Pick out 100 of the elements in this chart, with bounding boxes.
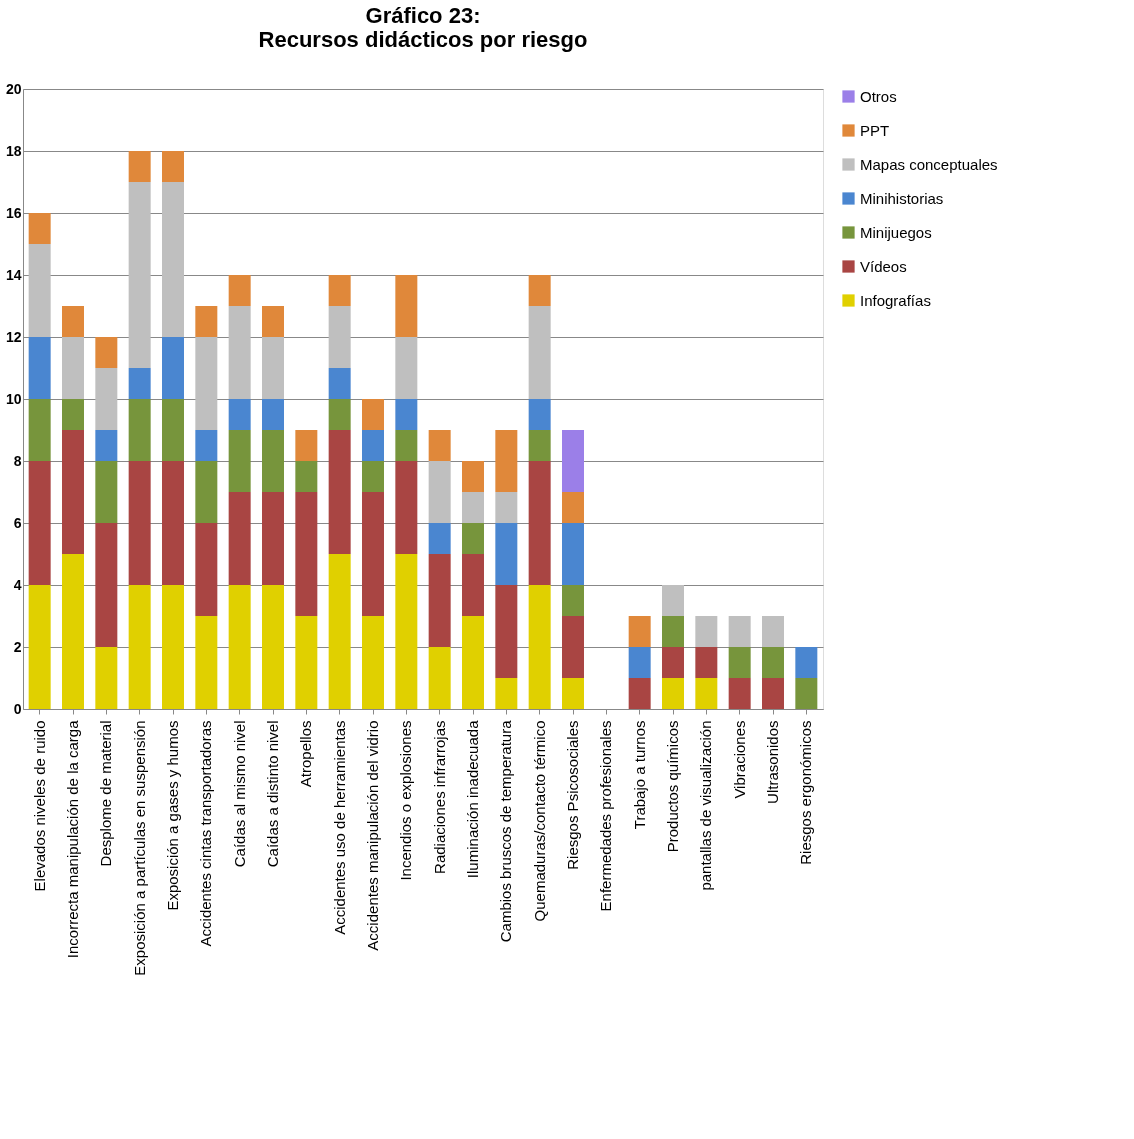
- bar: [128, 368, 151, 399]
- bar: [395, 430, 418, 461]
- bar: [762, 647, 784, 678]
- bar: [28, 337, 51, 399]
- bar: [195, 430, 218, 461]
- x-tick-label: Elevados niveles de ruido: [30, 720, 48, 892]
- bar: [562, 616, 584, 678]
- bar: [628, 616, 651, 647]
- x-tick-label: Desplome de material: [97, 720, 115, 867]
- x-tick-label: Enfermedades profesionales: [597, 720, 615, 912]
- legend-label: Vídeos: [860, 257, 907, 275]
- bar: [462, 616, 484, 709]
- bar: [162, 585, 184, 709]
- bar: [262, 430, 284, 492]
- bar: [462, 461, 484, 492]
- bar: [762, 678, 784, 709]
- bar: [528, 399, 551, 430]
- bar: [128, 461, 151, 585]
- bar: [428, 523, 451, 554]
- bar: [495, 678, 518, 709]
- y-tick-label: 0: [13, 700, 22, 717]
- bar: [795, 678, 818, 709]
- bar: [228, 492, 251, 585]
- bar: [228, 430, 251, 492]
- bar: [28, 461, 51, 585]
- bar: [695, 678, 718, 709]
- bar: [728, 616, 751, 647]
- bar: [428, 554, 451, 647]
- x-tick-label: Cambios bruscos de temperatura: [497, 719, 515, 943]
- x-tick-label: Exposición a gases y humos: [164, 720, 181, 911]
- bar: [395, 337, 418, 399]
- bar: [262, 492, 284, 585]
- bar: [728, 678, 751, 709]
- y-tick-label: 14: [5, 266, 22, 283]
- bar: [628, 678, 651, 709]
- y-tick-label: 10: [5, 390, 22, 407]
- x-tick-label: Riesgos ergonómicos: [797, 720, 815, 865]
- bar: [162, 337, 184, 399]
- bar: [328, 554, 351, 709]
- bar: [462, 523, 484, 554]
- bar: [362, 461, 384, 492]
- bar: [762, 616, 784, 647]
- bar: [362, 430, 384, 461]
- legend-label: Minihistorias: [860, 189, 944, 207]
- bar: [62, 554, 84, 709]
- bar: [162, 151, 184, 182]
- x-tick-label: Radiaciones infrarrojas: [430, 720, 448, 874]
- x-tick-label: pantallas de visualización: [697, 720, 715, 891]
- bar: [662, 616, 684, 647]
- bar: [195, 461, 218, 523]
- bar: [362, 492, 384, 616]
- x-tick-label: Ultrasonidos: [764, 720, 781, 804]
- bar: [528, 275, 551, 306]
- x-tick-label: Exposición a partículas en suspensión: [130, 720, 148, 976]
- bar: [162, 182, 184, 337]
- bar: [28, 585, 51, 709]
- bar: [495, 492, 518, 523]
- legend-label: PPT: [860, 121, 890, 139]
- bar: [628, 647, 651, 678]
- bar: [728, 647, 751, 678]
- bar: [695, 616, 718, 647]
- bar: [662, 678, 684, 709]
- x-tick-label: Quemaduras/contacto térmico: [530, 720, 548, 922]
- x-tick-label: Caídas a distinto nivel: [264, 720, 281, 868]
- bar: [662, 647, 684, 678]
- bar: [28, 399, 51, 461]
- bar: [495, 430, 518, 492]
- x-tick-label: Accidentes cintas transportadoras: [197, 720, 215, 947]
- bar: [95, 337, 118, 368]
- bar: [228, 585, 251, 709]
- bar: [295, 461, 318, 492]
- bar: [228, 306, 251, 399]
- bar: [528, 306, 551, 399]
- bar: [195, 616, 218, 709]
- bar: [328, 399, 351, 430]
- bar: [528, 430, 551, 461]
- bar: [95, 430, 118, 461]
- bar: [128, 585, 151, 709]
- bar: [562, 492, 584, 523]
- legend-label: Minijuegos: [860, 223, 932, 241]
- bar: [462, 554, 484, 616]
- chart-title: Gráfico 23: Recursos didácticos por riesgo: [258, 3, 588, 52]
- bar: [195, 523, 218, 616]
- bar: [795, 647, 818, 678]
- bar: [262, 306, 284, 337]
- x-tick-label: Trabajo a turnos: [630, 720, 648, 830]
- bar: [195, 306, 218, 337]
- y-tick-label: 8: [13, 452, 22, 469]
- bar: [562, 523, 584, 585]
- bar: [262, 337, 284, 399]
- bar: [28, 213, 51, 244]
- bar: [328, 368, 351, 399]
- bar: [62, 399, 84, 430]
- bar: [162, 399, 184, 461]
- bar: [228, 399, 251, 430]
- y-tick-label: 6: [13, 514, 22, 531]
- bar: [562, 585, 584, 616]
- y-tick-label: 16: [5, 204, 22, 221]
- x-tick-label: Incorrecta manipulación de la carga: [64, 719, 81, 959]
- legend-label: Otros: [860, 87, 897, 105]
